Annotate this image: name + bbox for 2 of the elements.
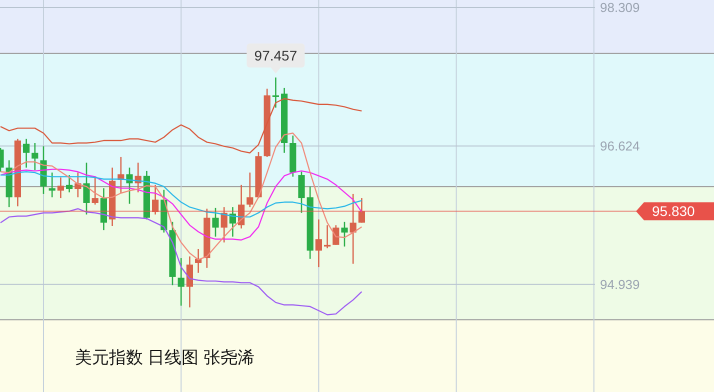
annotation: 97.457 (254, 48, 298, 64)
title: 美元指数 日线图 张尧浠 (75, 348, 254, 367)
